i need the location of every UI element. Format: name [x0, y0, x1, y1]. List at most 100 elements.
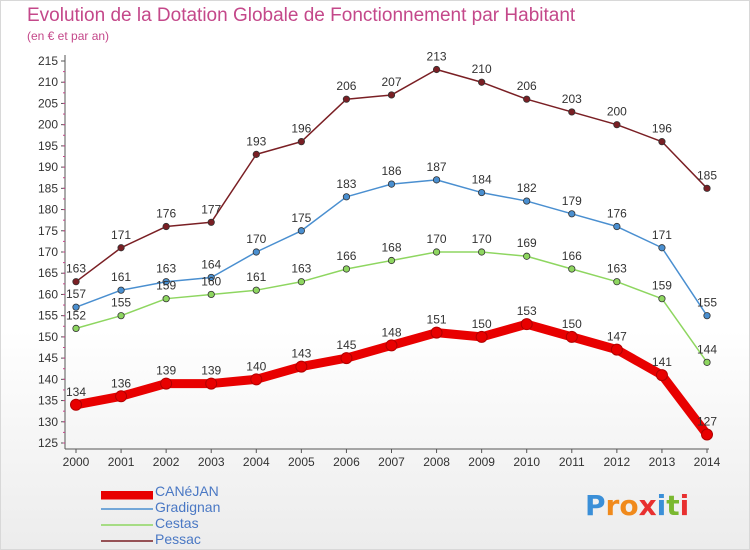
data-label: 127: [697, 415, 717, 429]
data-label: 203: [562, 92, 582, 106]
data-label: 147: [607, 330, 627, 344]
data-label: 160: [201, 274, 221, 288]
legend-swatch-pessac: [101, 540, 153, 542]
y-tick-label: 210: [38, 75, 58, 89]
data-point: [568, 210, 576, 218]
data-label: 171: [652, 228, 672, 242]
data-point: [387, 91, 396, 99]
data-point: [478, 188, 486, 197]
data-label: 196: [291, 122, 311, 136]
data-point: [160, 377, 173, 390]
data-label: 184: [472, 173, 492, 187]
data-point: [658, 244, 666, 252]
logo-letter: i: [656, 489, 667, 522]
data-point: [342, 95, 351, 103]
data-label: 170: [427, 232, 447, 246]
y-tick-label: 140: [38, 372, 58, 386]
data-label: 163: [291, 262, 311, 276]
y-tick-label: 125: [38, 436, 58, 450]
data-label: 163: [66, 262, 86, 276]
legend-item-cestas: Cestas: [101, 515, 401, 532]
data-point: [387, 180, 396, 188]
legend-label: Cestas: [155, 515, 199, 531]
y-tick-label: 170: [38, 245, 58, 259]
x-tick-label: 2003: [198, 455, 225, 469]
legend-label: Gradignan: [155, 499, 221, 515]
y-tick-label: 195: [38, 139, 58, 153]
data-point: [70, 398, 82, 411]
data-label: 176: [607, 207, 627, 221]
data-label: 196: [652, 122, 672, 136]
data-point: [207, 290, 215, 299]
x-tick-label: 2014: [694, 455, 721, 469]
y-tick-label: 135: [38, 394, 58, 408]
data-label: 171: [111, 228, 131, 242]
x-tick-label: 2001: [108, 455, 135, 469]
data-label: 177: [201, 202, 221, 216]
data-point: [565, 330, 578, 343]
x-tick-label: 2010: [513, 455, 540, 469]
data-point: [475, 330, 488, 343]
y-tick-label: 155: [38, 309, 58, 323]
y-tick-label: 150: [38, 330, 58, 344]
y-tick-label: 205: [38, 96, 58, 110]
data-point: [115, 390, 128, 403]
data-label: 169: [517, 236, 537, 250]
data-point: [342, 193, 351, 201]
data-point: [523, 252, 531, 260]
data-point: [432, 248, 441, 256]
legend: CANéJAN Gradignan Cestas Pessac: [101, 483, 401, 548]
data-label: 145: [336, 338, 356, 352]
data-label: 193: [246, 134, 266, 148]
data-label: 143: [291, 347, 311, 361]
legend-item-gradignan: Gradignan: [101, 499, 401, 516]
data-label: 134: [66, 385, 86, 399]
y-tick-label: 215: [38, 54, 58, 68]
data-point: [252, 248, 260, 256]
x-tick-label: 2004: [243, 455, 270, 469]
data-point: [117, 244, 125, 252]
data-point: [117, 312, 125, 320]
data-label: 179: [562, 194, 582, 208]
logo-letter: r: [605, 489, 620, 522]
data-point: [613, 121, 621, 129]
data-label: 207: [381, 75, 401, 89]
x-tick-label: 2009: [468, 455, 495, 469]
data-label: 150: [472, 317, 492, 331]
data-label: 213: [427, 49, 447, 63]
y-tick-label: 180: [38, 203, 58, 217]
data-label: 164: [201, 257, 221, 271]
data-label: 175: [291, 211, 311, 225]
data-label: 152: [66, 308, 86, 322]
data-label: 150: [562, 317, 582, 331]
data-point: [568, 108, 576, 116]
y-tick-label: 130: [38, 415, 58, 429]
data-point: [478, 78, 486, 86]
data-label: 140: [246, 359, 266, 373]
legend-swatch-gradignan: [101, 508, 153, 510]
proxiti-logo: Proxiti: [585, 489, 689, 522]
data-point: [297, 227, 305, 235]
data-point: [655, 369, 668, 382]
x-tick-label: 2007: [378, 455, 405, 469]
data-point: [207, 218, 215, 226]
data-point: [250, 373, 263, 386]
x-tick-label: 2000: [63, 455, 90, 469]
data-point: [342, 265, 351, 273]
data-label: 182: [517, 181, 537, 195]
data-label: 170: [472, 232, 492, 246]
data-label: 166: [336, 249, 356, 263]
data-point: [297, 278, 305, 286]
data-point: [613, 278, 621, 286]
data-point: [610, 343, 623, 356]
data-point: [387, 256, 396, 265]
data-point: [385, 339, 398, 352]
data-label: 148: [381, 325, 401, 339]
chart-title: Evolution de la Dotation Globale de Fonc…: [27, 5, 576, 26]
data-point: [568, 265, 576, 273]
data-point: [432, 176, 441, 184]
x-tick-label: 2012: [604, 455, 631, 469]
legend-item-canejan: CANéJAN: [101, 483, 401, 500]
y-tick-label: 190: [38, 160, 58, 174]
